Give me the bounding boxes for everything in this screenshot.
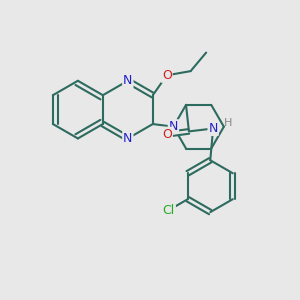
Text: Cl: Cl	[163, 204, 175, 217]
Text: O: O	[162, 128, 172, 141]
Text: O: O	[162, 69, 172, 82]
Text: N: N	[208, 122, 218, 135]
Text: H: H	[224, 118, 232, 128]
Text: N: N	[123, 132, 133, 145]
Text: N: N	[123, 74, 133, 87]
Text: N: N	[169, 120, 178, 133]
